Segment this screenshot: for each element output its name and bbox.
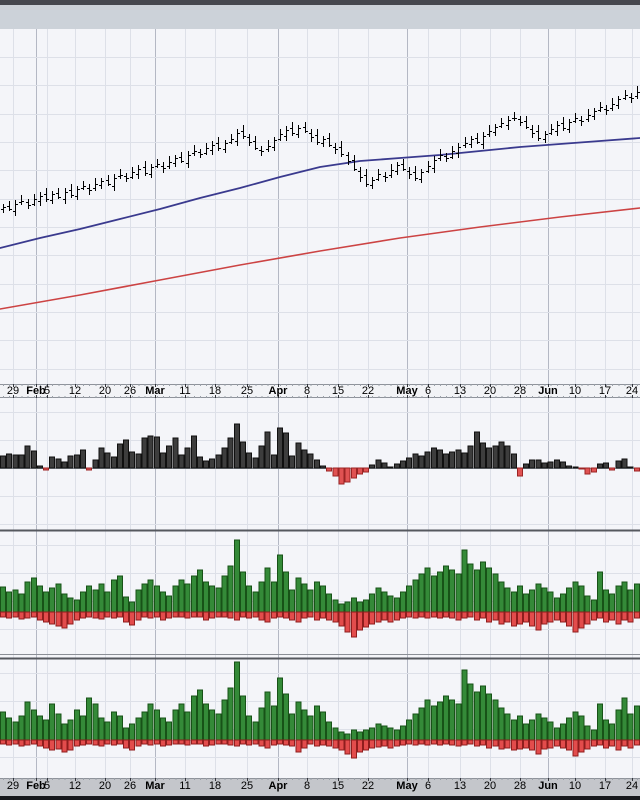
ohlc-price-bars [1,86,640,216]
date-axis-bottom-strip [0,778,640,796]
breadth-panel-2-bars [0,661,640,759]
header-fill [0,5,640,29]
breadth-panel-1-bars [0,539,640,638]
vertical-gridlines [13,29,633,778]
bottom-black-bar [0,796,640,800]
moving-average-lines [0,137,640,310]
panel-dividers [0,529,640,660]
indicator-histogram-bars [0,423,640,485]
panel-background [0,29,640,778]
date-axis-mid-strip [0,384,640,398]
top-strip-fill [0,0,640,5]
